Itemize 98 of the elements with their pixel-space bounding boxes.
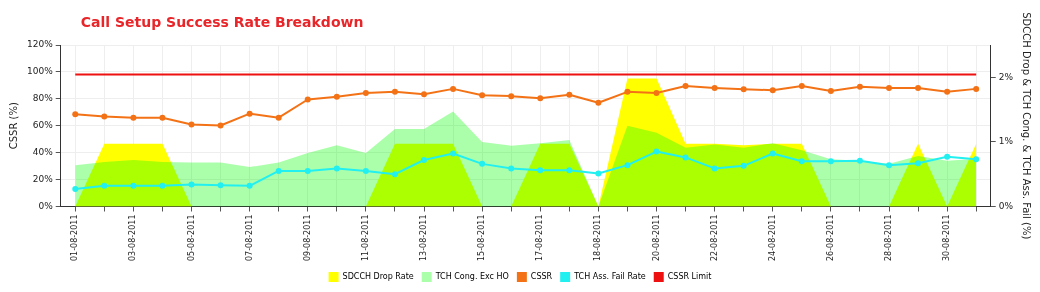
point bbox=[391, 171, 398, 178]
y2-tick-label: 0% bbox=[998, 200, 1014, 211]
y2-tick-label: 1% bbox=[998, 136, 1014, 147]
x-tick-label: 22-08-2011 bbox=[709, 214, 719, 262]
y-tick-label: 120% bbox=[27, 39, 54, 50]
point bbox=[362, 89, 369, 96]
point bbox=[682, 83, 689, 90]
x-tick-label: 11-08-2011 bbox=[360, 214, 370, 262]
point bbox=[798, 158, 805, 165]
point bbox=[508, 165, 515, 172]
y2-axis-title: SDCCH Drop & TCH Cong. & TCH Ass. Fail (%) bbox=[1021, 12, 1033, 240]
point bbox=[188, 121, 195, 128]
y-tick-label: 100% bbox=[27, 66, 54, 77]
point bbox=[711, 165, 718, 172]
y-tick-label: 0% bbox=[38, 200, 54, 211]
x-tick-label: 05-08-2011 bbox=[186, 214, 196, 262]
point bbox=[537, 167, 544, 174]
point bbox=[246, 110, 253, 117]
point bbox=[740, 162, 747, 169]
x-tick-label: 15-08-2011 bbox=[477, 214, 487, 262]
point bbox=[450, 150, 457, 157]
point bbox=[624, 162, 631, 169]
point bbox=[362, 167, 369, 174]
y-tick-label: 40% bbox=[32, 147, 54, 158]
point bbox=[886, 84, 892, 91]
x-tick-label: 20-08-2011 bbox=[651, 214, 661, 262]
x-tick-label: 09-08-2011 bbox=[302, 214, 312, 262]
point bbox=[653, 148, 660, 155]
x-tick-label: 17-08-2011 bbox=[535, 214, 545, 262]
point bbox=[391, 88, 398, 95]
point bbox=[130, 114, 137, 121]
y2-tick-label: 2% bbox=[998, 71, 1014, 82]
point bbox=[159, 114, 166, 121]
point bbox=[856, 83, 863, 90]
point bbox=[246, 182, 253, 189]
point bbox=[711, 84, 718, 91]
legend-label: CSSR bbox=[530, 272, 553, 282]
point bbox=[333, 165, 340, 172]
point bbox=[624, 88, 631, 95]
point bbox=[217, 122, 224, 129]
legend-label: TCH Cong. Exc HO bbox=[434, 272, 509, 282]
point bbox=[508, 93, 515, 100]
point bbox=[304, 96, 311, 103]
y-tick-label: 20% bbox=[32, 173, 54, 184]
point bbox=[769, 150, 776, 157]
x-tick-label: 01-08-2011 bbox=[70, 214, 80, 262]
point bbox=[130, 182, 137, 189]
point bbox=[595, 170, 602, 177]
x-tick-label: 30-08-2011 bbox=[942, 214, 952, 262]
point bbox=[856, 157, 863, 164]
x-tick-label: 26-08-2011 bbox=[825, 214, 835, 262]
y-tick-label: 80% bbox=[32, 93, 54, 104]
legend-label: CSSR Limit bbox=[667, 272, 712, 282]
point bbox=[159, 182, 166, 189]
x-tick-label: 28-08-2011 bbox=[884, 214, 894, 262]
point bbox=[333, 93, 340, 100]
x-tick-label: 03-08-2011 bbox=[128, 214, 138, 262]
point bbox=[479, 160, 486, 167]
point bbox=[421, 156, 428, 163]
point bbox=[827, 87, 834, 94]
point bbox=[653, 89, 660, 96]
point bbox=[72, 186, 79, 193]
point bbox=[798, 82, 805, 89]
point bbox=[275, 114, 282, 121]
point bbox=[72, 111, 79, 118]
point bbox=[304, 167, 311, 174]
point bbox=[915, 84, 922, 91]
point bbox=[973, 85, 980, 92]
point bbox=[188, 181, 195, 188]
point bbox=[275, 167, 282, 174]
legend-label: TCH Ass. Fail Rate bbox=[573, 272, 646, 282]
point bbox=[101, 113, 108, 120]
point bbox=[566, 167, 573, 174]
point bbox=[973, 156, 980, 163]
x-tick-label: 24-08-2011 bbox=[767, 214, 777, 262]
point bbox=[537, 95, 544, 102]
x-tick-label: 18-08-2011 bbox=[593, 214, 603, 262]
point bbox=[101, 182, 108, 189]
point bbox=[886, 162, 892, 169]
point bbox=[566, 91, 573, 98]
point bbox=[217, 182, 224, 189]
point bbox=[944, 153, 951, 160]
legend-label: SDCCH Drop Rate bbox=[342, 272, 414, 282]
x-tick-label: 07-08-2011 bbox=[244, 214, 254, 262]
x-tick-label: 13-08-2011 bbox=[419, 214, 429, 262]
point bbox=[682, 154, 689, 161]
y-tick-label: 60% bbox=[32, 120, 54, 131]
point bbox=[915, 160, 922, 167]
point bbox=[595, 99, 602, 106]
point bbox=[450, 85, 457, 92]
point bbox=[827, 158, 834, 165]
point bbox=[740, 86, 747, 93]
point bbox=[421, 91, 428, 98]
chart-title: Call Setup Success Rate Breakdown bbox=[80, 13, 364, 30]
point bbox=[944, 88, 951, 95]
point bbox=[769, 87, 776, 94]
point bbox=[479, 92, 486, 99]
y-axis-title: CSSR (%) bbox=[7, 102, 19, 150]
